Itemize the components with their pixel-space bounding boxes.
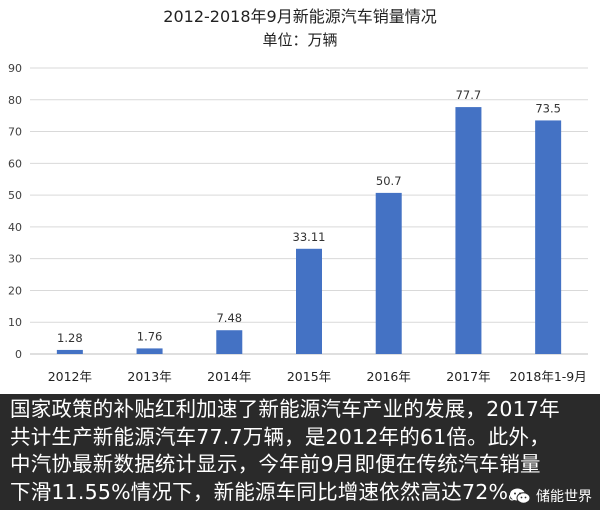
bar-data-label: 73.5 [535, 101, 561, 115]
bar-data-label: 1.76 [137, 329, 163, 343]
bar-data-label: 50.7 [376, 174, 402, 188]
x-tick-label: 2017年 [446, 369, 490, 384]
bar-chart: 0 10 20 30 40 50 60 70 80 90 1.28 1.76 7.48 33.11 50.… [8, 62, 588, 384]
x-tick-label: 2014年 [207, 369, 251, 384]
y-tick-label: 70 [8, 126, 22, 139]
y-tick-label: 10 [8, 316, 22, 329]
bar [56, 349, 83, 354]
bar [375, 192, 402, 354]
x-tick-label: 2015年 [287, 369, 331, 384]
caption-box: 国家政策的补贴红利加速了新能源汽车产业的发展，2017年 共计生产新能源汽车77… [0, 394, 600, 510]
bar-data-label: 77.7 [456, 88, 482, 102]
y-tick-label: 80 [8, 94, 22, 107]
bar-data-label: 33.11 [293, 230, 326, 244]
y-tick-label: 60 [8, 157, 22, 170]
watermark: 储能世界 [509, 486, 592, 506]
y-tick-label: 40 [8, 221, 22, 234]
x-axis-ticks: 2012年 2013年 2014年 2015年 2016年 2017年 2018年1-9月 [48, 369, 587, 384]
y-axis-ticks: 0 10 20 30 40 50 60 70 80 90 [8, 62, 22, 361]
bar [216, 330, 243, 354]
x-tick-label: 2012年 [48, 369, 92, 384]
bar-data-label: 1.28 [57, 331, 83, 345]
bar [296, 248, 322, 354]
y-tick-label: 90 [8, 62, 22, 75]
bar [535, 120, 562, 354]
y-tick-label: 30 [8, 253, 22, 266]
x-tick-label: 2013年 [127, 369, 171, 384]
caption-line-1: 国家政策的补贴红利加速了新能源汽车产业的发展，2017年 [10, 397, 560, 421]
data-labels: 1.28 1.76 7.48 33.11 50.7 77.7 73.5 [57, 88, 561, 345]
wechat-icon [510, 488, 531, 504]
bar [455, 107, 482, 354]
caption-line-4: 下滑11.55%情况下，新能源车同比增速依然高达72%。 [10, 479, 529, 504]
watermark-label: 储能世界 [536, 489, 592, 505]
bars [56, 107, 562, 354]
bar-data-label: 7.48 [216, 311, 242, 325]
chart-title: 2012-2018年9月新能源汽车销量情况 [163, 7, 437, 26]
y-tick-label: 0 [15, 348, 22, 361]
caption-line-2: 共计生产新能源汽车77.7万辆，是2012年的61倍。此外， [10, 424, 550, 449]
gridlines [30, 67, 588, 355]
y-tick-label: 20 [8, 284, 22, 297]
bar [136, 348, 163, 354]
x-tick-label: 2016年 [367, 369, 411, 384]
x-tick-label: 2018年1-9月 [510, 369, 587, 384]
caption-line-3: 中汽协最新数据统计显示，今年前9月即便在传统汽车销量 [10, 452, 541, 476]
y-tick-label: 50 [8, 189, 22, 202]
chart-subtitle: 单位：万辆 [262, 31, 338, 49]
